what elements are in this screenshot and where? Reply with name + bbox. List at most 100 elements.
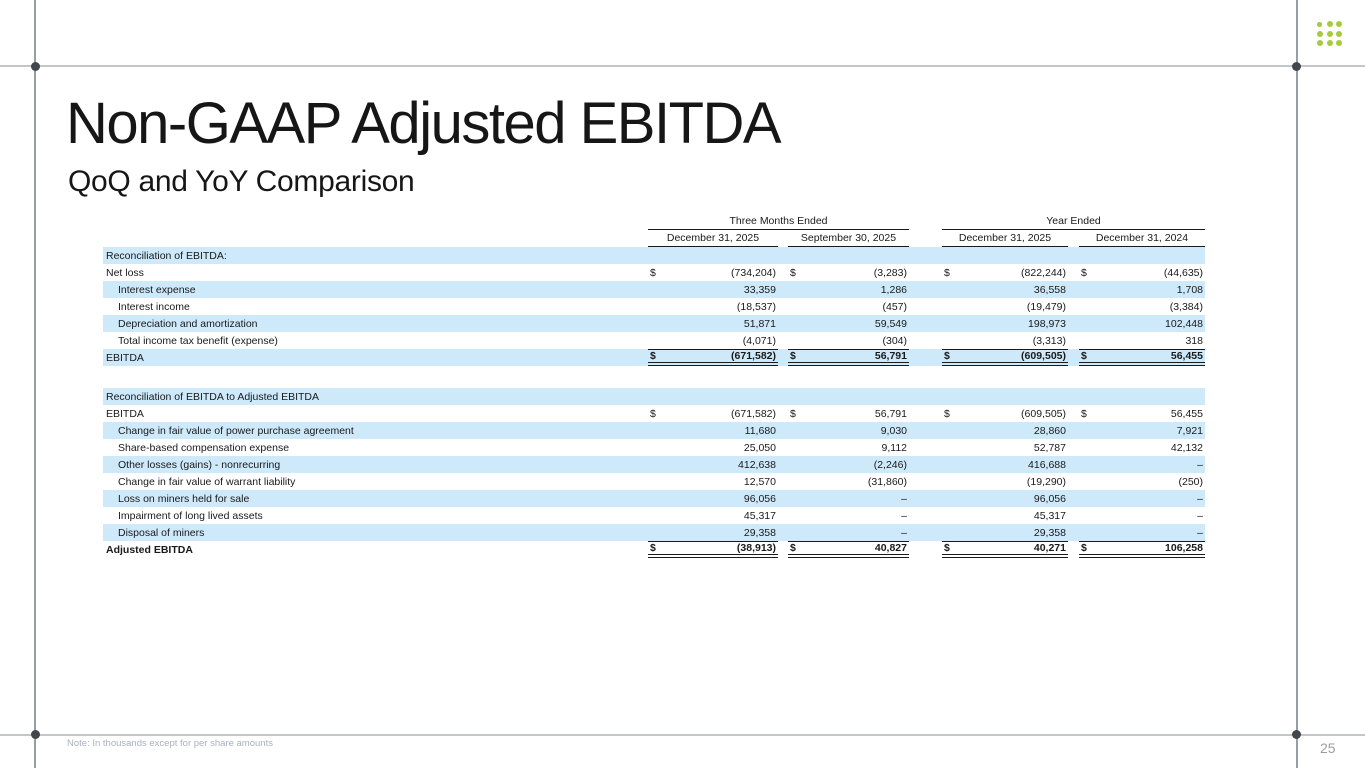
cell-value: 33,359	[743, 283, 776, 296]
dollar-sign: $	[790, 266, 796, 279]
cell-value: (609,505)	[1021, 350, 1066, 362]
value-cell: 102,448	[1079, 315, 1205, 332]
column-gap	[778, 439, 788, 456]
cell-value: (671,582)	[731, 407, 776, 420]
value-cell: 29,358	[942, 524, 1068, 541]
cell-value: 412,638	[738, 458, 776, 471]
table-body: Reconciliation of EBITDA: Net loss $ (734,2…	[103, 247, 1205, 558]
cell-value: 28,860	[1033, 424, 1066, 437]
column-header: December 31, 2024	[1079, 230, 1205, 247]
dollar-sign: $	[790, 542, 796, 554]
table-row: Depreciation and amortization 51,871 59,54…	[103, 315, 1205, 332]
cell-value: (18,537)	[736, 300, 776, 313]
value-cell: 28,860	[942, 422, 1068, 439]
cell-value: –	[1197, 458, 1203, 471]
cell-value: 96,056	[743, 492, 776, 505]
column-gap	[909, 473, 942, 490]
logo-dot	[1317, 40, 1323, 46]
cell-value: 29,358	[1033, 526, 1066, 539]
column-gap	[909, 507, 942, 524]
cell-value: 106,258	[1165, 542, 1203, 554]
cell-value: 1,286	[880, 283, 907, 296]
row-label: EBITDA	[106, 407, 144, 420]
value-cell: 12,570	[648, 473, 778, 490]
column-gap	[909, 524, 942, 541]
group-header-three-months-ended: Three Months Ended	[648, 213, 909, 230]
column-gap	[909, 332, 942, 349]
dollar-sign: $	[790, 407, 796, 420]
value-cell: $ (609,505)	[942, 405, 1068, 422]
cell-value: (31,860)	[867, 475, 907, 488]
page-subtitle: QoQ and YoY Comparison	[68, 165, 415, 198]
cell-value: (609,505)	[1021, 407, 1066, 420]
value-cell: 96,056	[648, 490, 778, 507]
value-cell: 96,056	[942, 490, 1068, 507]
row-label: Change in fair value of power purchase a…	[118, 424, 354, 437]
column-gap	[909, 456, 942, 473]
value-cell: $40,827	[788, 541, 909, 558]
frame-line-top	[0, 65, 1365, 67]
column-gap	[909, 230, 942, 247]
dollar-sign: $	[650, 407, 656, 420]
column-gap	[778, 422, 788, 439]
dot-grid-logo	[1317, 21, 1342, 46]
column-gap	[909, 422, 942, 439]
cell-value: 45,317	[743, 509, 776, 522]
column-gap	[909, 281, 942, 298]
cell-value: (38,913)	[736, 542, 776, 554]
table-row: Adjusted EBITDA $ (38,913) $40,827 $40,271 $1…	[103, 541, 1205, 558]
table-column-header-row: December 31, 2025 September 30, 2025 Dec…	[103, 230, 1205, 247]
row-label: Adjusted EBITDA	[106, 543, 193, 556]
logo-dot	[1336, 30, 1342, 37]
column-gap	[1068, 524, 1079, 541]
value-cell: $ (822,244)	[942, 264, 1068, 281]
cell-value: 96,056	[1033, 492, 1066, 505]
cell-value: 56,791	[874, 407, 907, 420]
column-gap	[909, 439, 942, 456]
column-gap	[778, 281, 788, 298]
cell-value: (3,313)	[1032, 334, 1066, 347]
frame-corner-dot	[1292, 62, 1301, 71]
value-cell: –	[1079, 490, 1205, 507]
column-gap	[909, 213, 942, 230]
row-label: Total income tax benefit (expense)	[118, 334, 278, 347]
value-cell: –	[788, 490, 909, 507]
logo-dot	[1336, 40, 1342, 46]
table-row: Interest expense 33,359 1,286 36,558 1,708	[103, 281, 1205, 298]
row-label: Interest expense	[118, 283, 196, 296]
value-cell: –	[788, 524, 909, 541]
value-cell: (18,537)	[648, 298, 778, 315]
value-cell: $56,455	[1079, 349, 1205, 366]
table-row: Disposal of miners 29,358 – 29,358 –	[103, 524, 1205, 541]
value-cell: $40,271	[942, 541, 1068, 558]
value-cell: 29,358	[648, 524, 778, 541]
table-row: Impairment of long lived assets 45,317 – 45…	[103, 507, 1205, 524]
cell-value: –	[901, 492, 907, 505]
row-label: Loss on miners held for sale	[118, 492, 250, 505]
dollar-sign: $	[650, 266, 656, 279]
frame-corner-dot	[1292, 730, 1301, 739]
value-cell: 412,638	[648, 456, 778, 473]
column-gap	[909, 315, 942, 332]
cell-value: (2,246)	[873, 458, 907, 471]
row-label: Interest income	[118, 300, 190, 313]
value-cell: 416,688	[942, 456, 1068, 473]
cell-value: (19,290)	[1026, 475, 1066, 488]
column-gap	[909, 541, 942, 558]
value-cell: –	[788, 507, 909, 524]
dollar-sign: $	[1081, 266, 1087, 279]
column-gap	[1068, 315, 1079, 332]
column-gap	[909, 298, 942, 315]
cell-value: 12,570	[743, 475, 776, 488]
cell-value: 36,558	[1033, 283, 1066, 296]
column-gap	[909, 490, 942, 507]
frame-corner-dot	[31, 730, 40, 739]
value-cell: (4,071)	[648, 332, 778, 349]
column-gap	[1068, 405, 1079, 422]
value-cell: (19,479)	[942, 298, 1068, 315]
column-gap	[778, 298, 788, 315]
column-gap	[778, 524, 788, 541]
value-cell: 52,787	[942, 439, 1068, 456]
cell-value: –	[1197, 492, 1203, 505]
cell-value: 102,448	[1165, 317, 1203, 330]
